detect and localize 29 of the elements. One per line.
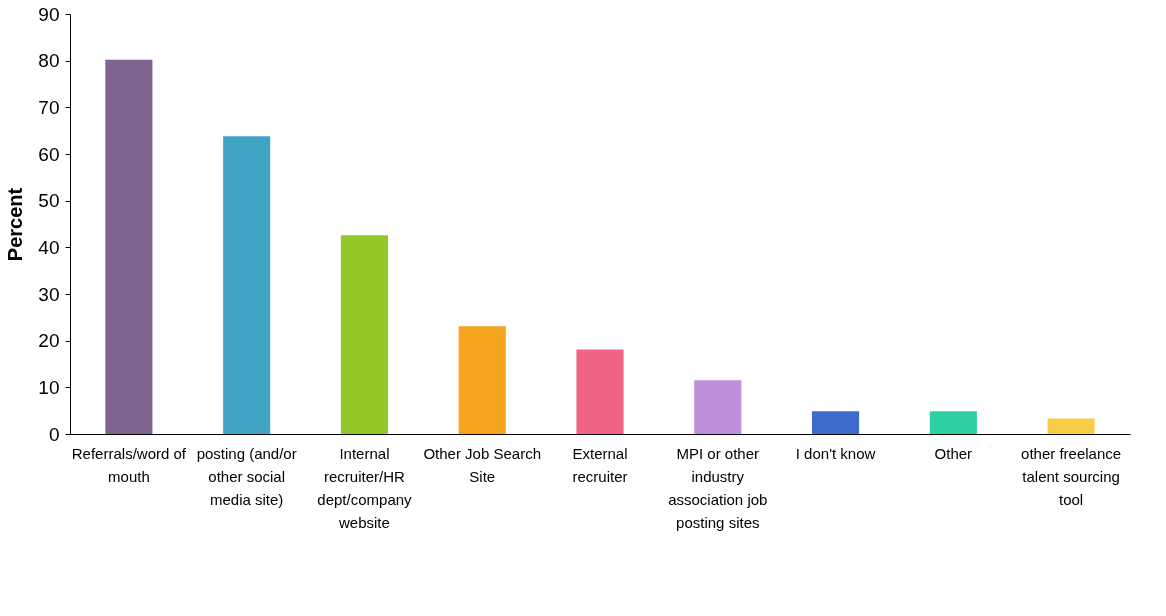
- x-tick-label: Other Job Search Site: [423, 444, 541, 485]
- x-tick-label: Other: [934, 444, 973, 462]
- bar: [694, 380, 742, 434]
- x-tick-label: External recruiter: [572, 444, 628, 485]
- y-tick-label: 0: [48, 423, 60, 445]
- x-tick-label: Internal recruiter/HR dept/company website: [317, 444, 413, 531]
- y-tick-label: 50: [38, 190, 60, 212]
- y-tick-label: 10: [38, 376, 60, 398]
- x-tick-label: Referrals/word of mouth: [71, 444, 187, 485]
- bar: [105, 59, 153, 434]
- bar: [576, 349, 624, 434]
- y-tick-label: 40: [38, 236, 60, 258]
- bar: [812, 411, 860, 434]
- y-axis-title: Percent: [4, 187, 27, 262]
- x-tick-label: I don't know: [795, 444, 876, 462]
- x-tick-label: MPI or other industry association job posting sites: [668, 444, 768, 531]
- y-tick-label: 30: [38, 283, 60, 305]
- bar: [458, 326, 506, 434]
- y-tick-label: 60: [38, 143, 60, 165]
- y-tick-label: 20: [38, 330, 60, 352]
- bar: [340, 235, 388, 434]
- y-tick-label: 70: [38, 96, 60, 118]
- y-tick-label: 90: [38, 3, 60, 25]
- x-tick-label: other freelance talent sourcing tool: [1021, 444, 1122, 508]
- y-tick-label: 80: [38, 50, 60, 72]
- x-tick-label: posting (and/or other social media site): [196, 444, 297, 508]
- bar: [223, 136, 271, 434]
- bar: [929, 411, 977, 434]
- bar: [1047, 418, 1095, 434]
